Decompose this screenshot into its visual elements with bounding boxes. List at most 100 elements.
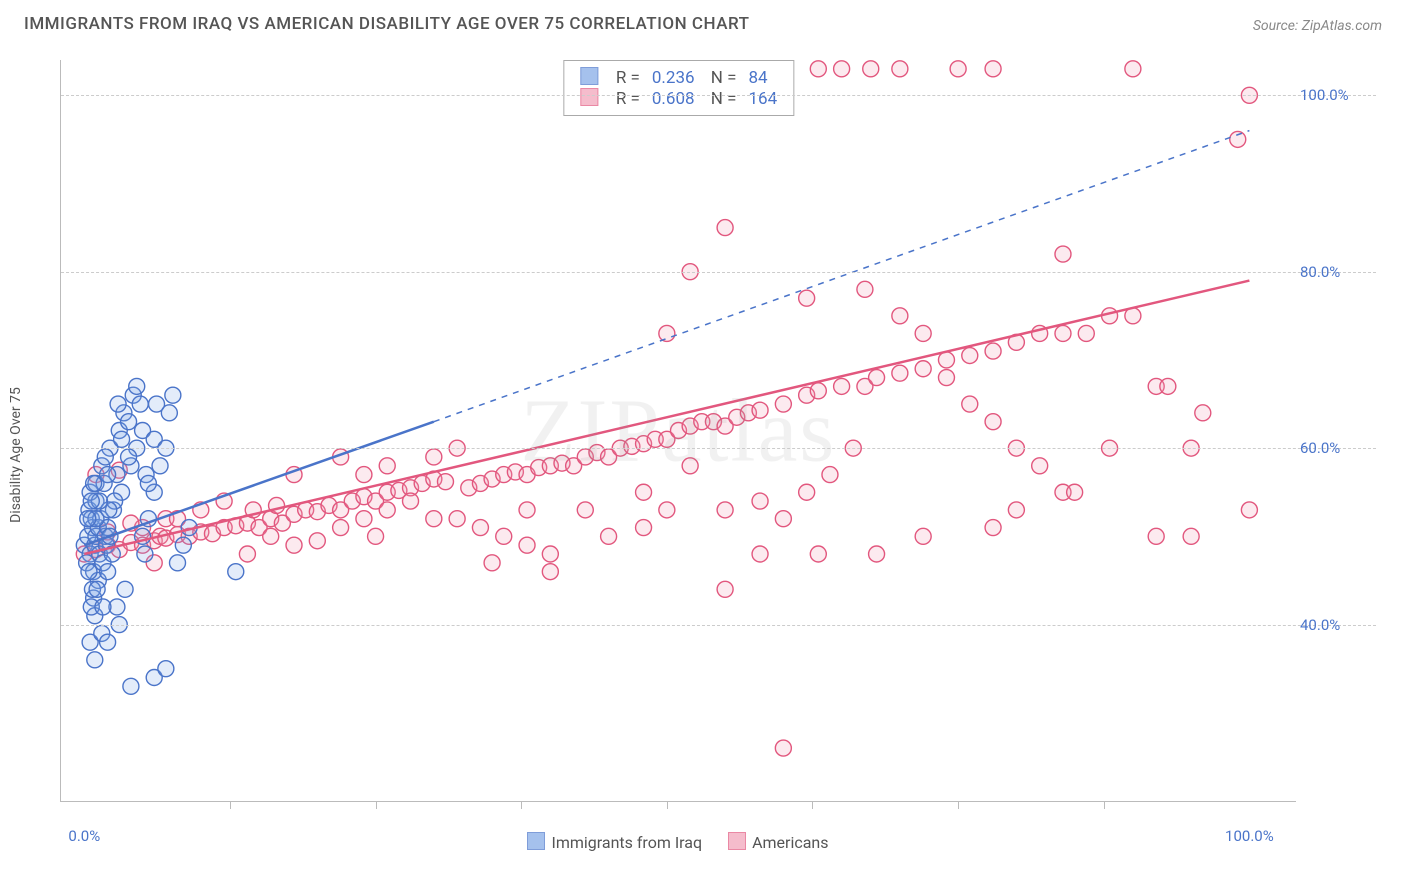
data-point (775, 740, 791, 756)
legend-label-2: Americans (752, 833, 828, 852)
correlation-stats-box: R =0.236 N =84 R =0.608 N =164 (563, 60, 794, 116)
data-point (962, 348, 978, 364)
data-point (158, 661, 174, 677)
source-attribution: Source: ZipAtlas.com (1253, 18, 1382, 34)
source-link[interactable]: ZipAtlas.com (1302, 18, 1382, 34)
swatch-series-2 (580, 88, 598, 106)
legend-swatch-2 (728, 832, 746, 850)
data-point (1160, 378, 1176, 394)
data-point (1230, 131, 1246, 147)
data-point (577, 502, 593, 518)
data-point (449, 511, 465, 527)
corr-row-series-2: R =0.608 N =164 (574, 88, 783, 109)
data-point (962, 396, 978, 412)
x-tick (521, 801, 522, 809)
data-point (403, 493, 419, 509)
data-point (228, 564, 244, 580)
data-point (810, 383, 826, 399)
data-point (152, 458, 168, 474)
data-point (100, 634, 116, 650)
data-point (799, 290, 815, 306)
data-point (83, 493, 99, 509)
data-point (950, 61, 966, 77)
data-point (123, 678, 139, 694)
data-point (80, 511, 96, 527)
data-point (822, 467, 838, 483)
plot-area: ZIPatlas R =0.236 N =84 R =0.608 N =164 … (60, 60, 1296, 802)
data-point (863, 61, 879, 77)
gridline (61, 272, 1376, 273)
data-point (379, 458, 395, 474)
y-axis-label: Disability Age Over 75 (8, 387, 24, 523)
data-point (175, 537, 191, 553)
y-tick-label: 60.0% (1300, 439, 1380, 457)
data-point (810, 61, 826, 77)
data-point (1241, 502, 1257, 518)
gridline (61, 625, 1376, 626)
data-point (426, 449, 442, 465)
data-point (834, 378, 850, 394)
gridline (61, 448, 1376, 449)
data-point (915, 361, 931, 377)
data-point (659, 325, 675, 341)
n-value-series-1: 84 (742, 67, 783, 88)
data-point (137, 546, 153, 562)
data-point (869, 546, 885, 562)
data-point (114, 431, 130, 447)
data-point (379, 502, 395, 518)
data-point (869, 370, 885, 386)
data-point (636, 520, 652, 536)
data-point (1195, 405, 1211, 421)
data-point (985, 520, 1001, 536)
data-point (87, 652, 103, 668)
data-point (659, 502, 675, 518)
data-point (121, 449, 137, 465)
data-point (309, 533, 325, 549)
data-point (752, 546, 768, 562)
data-point (1055, 325, 1071, 341)
data-point (834, 61, 850, 77)
data-point (239, 546, 255, 562)
data-point (97, 449, 113, 465)
legend-item-2: Americans (728, 832, 828, 856)
chart-container: Disability Age Over 75 ZIPatlas R =0.236… (24, 48, 1386, 862)
data-point (437, 474, 453, 490)
swatch-series-1 (580, 67, 598, 85)
y-tick-label: 80.0% (1300, 263, 1380, 281)
data-point (985, 61, 1001, 77)
data-point (132, 396, 148, 412)
data-point (857, 281, 873, 297)
data-point (110, 396, 126, 412)
data-point (121, 414, 137, 430)
data-point (717, 502, 733, 518)
x-tick (958, 801, 959, 809)
data-point (682, 458, 698, 474)
data-point (542, 564, 558, 580)
bottom-legend: Immigrants from Iraq Americans (60, 832, 1296, 856)
data-point (519, 537, 535, 553)
data-point (985, 343, 1001, 359)
data-point (810, 546, 826, 562)
data-point (752, 493, 768, 509)
n-value-series-2: 164 (742, 88, 783, 109)
data-point (356, 511, 372, 527)
chart-title: IMMIGRANTS FROM IRAQ VS AMERICAN DISABIL… (24, 14, 750, 34)
data-point (775, 511, 791, 527)
data-point (1125, 61, 1141, 77)
x-tick (667, 801, 668, 809)
data-point (89, 581, 105, 597)
data-point (892, 365, 908, 381)
r-value-series-2: 0.608 (646, 88, 701, 109)
data-point (81, 564, 97, 580)
x-tick (1104, 801, 1105, 809)
data-point (472, 520, 488, 536)
data-point (484, 555, 500, 571)
data-point (636, 484, 652, 500)
data-point (496, 528, 512, 544)
data-point (601, 528, 617, 544)
data-point (140, 475, 156, 491)
data-point (161, 405, 177, 421)
data-point (263, 528, 279, 544)
data-point (95, 599, 111, 615)
x-tick (376, 801, 377, 809)
